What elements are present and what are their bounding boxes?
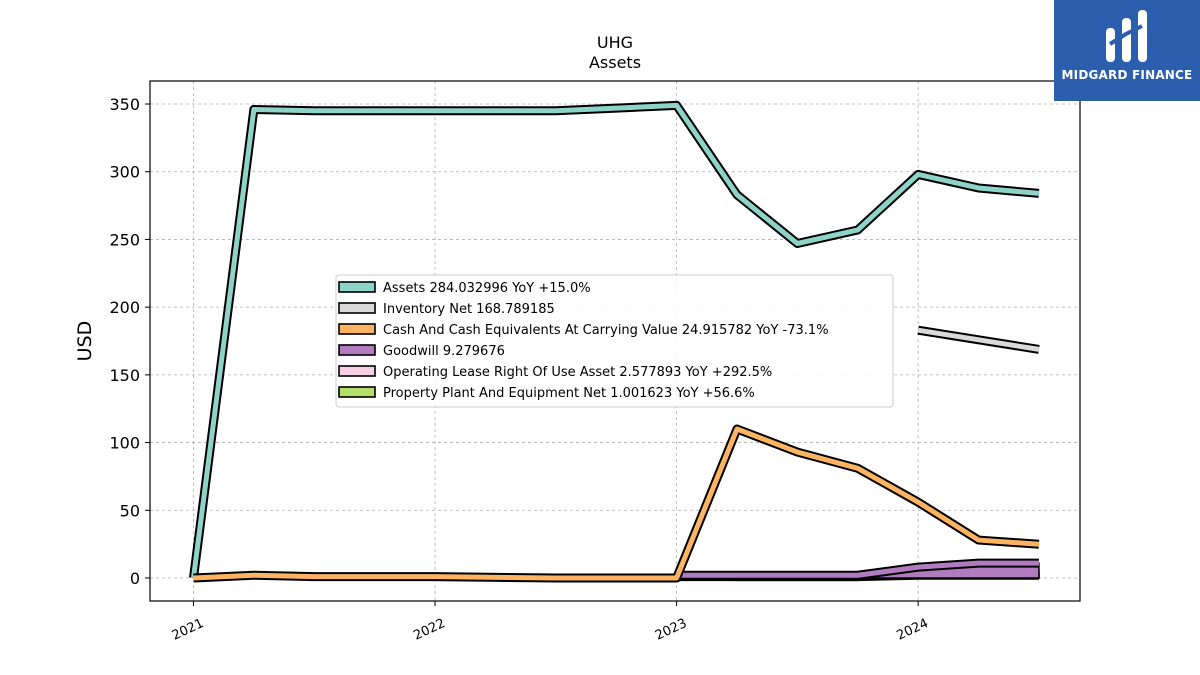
x-tick-label: 2021 <box>170 616 206 644</box>
y-tick-label: 350 <box>109 95 140 114</box>
x-tick-label: 2024 <box>895 616 931 644</box>
chart-title: UHG <box>597 33 633 52</box>
legend-swatch <box>338 365 376 377</box>
legend-swatch <box>338 386 376 398</box>
legend-entry: Operating Lease Right Of Use Asset 2.577… <box>383 365 772 380</box>
legend-box <box>335 274 894 408</box>
x-tick-label: 2022 <box>411 616 447 644</box>
series-layer <box>189 100 1040 583</box>
series-line-3 <box>676 560 1039 578</box>
y-tick-label: 250 <box>109 230 140 249</box>
y-axis-label: USD <box>74 321 96 362</box>
chart-subtitle: Assets <box>589 53 641 72</box>
y-tick-label: 100 <box>109 434 140 453</box>
series-line-2 <box>193 426 1040 581</box>
legend-entry: Goodwill 9.279676 <box>383 344 505 359</box>
logo-mark-icon <box>1106 10 1147 62</box>
series-line-1 <box>917 327 1040 352</box>
legend-swatch <box>338 344 376 356</box>
legend-entry: Property Plant And Equipment Net 1.00162… <box>383 386 755 401</box>
legend-swatch <box>338 323 376 335</box>
logo-text: MIDGARD FINANCE <box>1061 68 1193 82</box>
y-tick-label: 200 <box>109 298 140 317</box>
y-tick-label: 300 <box>109 163 140 182</box>
y-tick-label: 50 <box>120 501 140 520</box>
y-tick-label: 150 <box>109 366 140 385</box>
brand-logo: MIDGARD FINANCE <box>1054 0 1200 101</box>
plot-frame <box>149 80 1081 602</box>
legend-swatch <box>338 281 376 293</box>
legend-entry: Inventory Net 168.789185 <box>383 302 555 317</box>
legend: Assets 284.032996 YoY +15.0% Inventory Ne… <box>335 274 894 408</box>
series-line-0 <box>191 102 1040 579</box>
legend-entry: Cash And Cash Equivalents At Carrying Va… <box>383 323 829 338</box>
legend-entry: Assets 284.032996 YoY +15.0% <box>383 281 591 296</box>
legend-swatch <box>338 302 376 314</box>
x-tick-label: 2023 <box>653 616 689 644</box>
series-outline-2 <box>193 424 1040 583</box>
y-tick-label: 0 <box>130 569 140 588</box>
